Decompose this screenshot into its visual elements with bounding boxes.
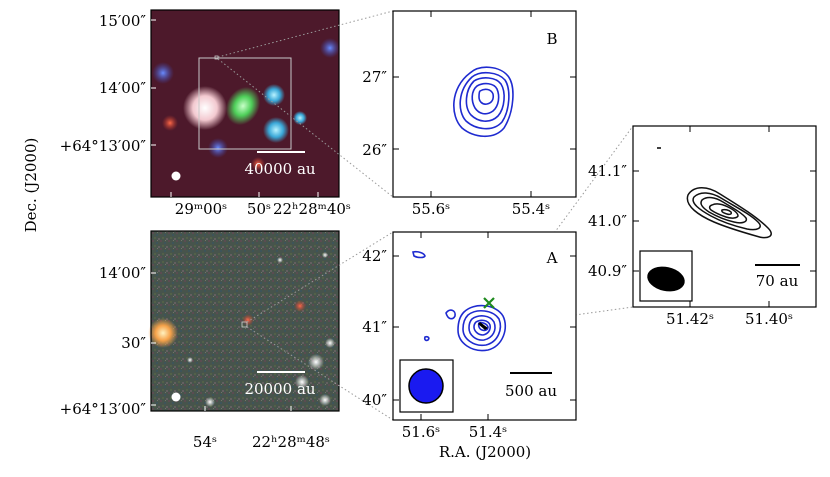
b-ra-tick-2: 55.4ˢ (512, 200, 550, 218)
z-ra-tick-2: 51.40ˢ (745, 310, 793, 328)
top-left-panel: 40000 au 15′00″ 14′00″ +64°13′00″ 29ᵐ00ˢ… (60, 9, 351, 218)
bl-dec-tick-1: 14′00″ (99, 264, 147, 282)
a-dec-tick-1: 42″ (362, 247, 387, 265)
tl-ra-tick-3: 22ʰ28ᵐ40ˢ (273, 200, 351, 218)
panel-b: B 27″ 26″ 55.6ˢ 55.4ˢ (362, 10, 577, 218)
b-ra-tick-1: 55.6ˢ (412, 200, 450, 218)
bl-ra-tick-2: 22ʰ28ᵐ48ˢ (252, 433, 330, 451)
a-dec-tick-2: 41″ (362, 318, 387, 336)
zoom-contours (686, 187, 772, 239)
panel-b-label: B (546, 30, 557, 48)
beam-icon-a (408, 368, 444, 404)
tl-dec-tick-1: 15′00″ (99, 12, 147, 30)
a-ra-tick-2: 51.4ˢ (469, 423, 507, 441)
z-dec-tick-3: 40.9″ (588, 262, 627, 280)
z-dec-tick-2: 41.0″ (588, 212, 627, 230)
y-axis-label: Dec. (J2000) (22, 138, 40, 233)
b-dec-tick-1: 27″ (362, 68, 387, 86)
beam-icon-zoom (647, 266, 685, 292)
tl-dec-tick-3: +64°13′00″ (60, 137, 147, 155)
bl-dec-tick-2: 30″ (121, 334, 146, 352)
bl-dec-tick-3: +64°13′00″ (60, 400, 147, 418)
a-ra-tick-1: 51.6ˢ (402, 423, 440, 441)
top-left-scalebar-label: 40000 au (244, 160, 315, 178)
zoom-panel: 70 au 41.1″ 41.0″ 40.9″ 51.42ˢ 51.40ˢ (588, 125, 817, 328)
z-ra-tick-1: 51.42ˢ (666, 310, 714, 328)
tl-dec-tick-2: 14′00″ (99, 79, 147, 97)
z-dec-tick-1: 41.1″ (588, 162, 627, 180)
bl-ra-tick-1: 54ˢ (193, 433, 217, 451)
tl-ra-tick-2: 50ˢ (247, 200, 271, 218)
b-dec-tick-2: 26″ (362, 141, 387, 159)
tl-ra-tick-1: 29ᵐ00ˢ (175, 200, 227, 218)
x-axis-label: R.A. (J2000) (439, 443, 531, 461)
panel-b-contours (453, 66, 514, 138)
panel-a: A 500 au 42″ 41″ 40″ 51.6ˢ 51.4ˢ (362, 231, 577, 441)
panel-a-scalebar-label: 500 au (505, 382, 557, 400)
bottom-left-panel: 20000 au 14′00″ 30″ +64°13′00″ 54ˢ 22ʰ28… (60, 230, 340, 451)
bottom-left-scalebar-label: 20000 au (244, 380, 315, 398)
marker-x-icon (483, 297, 495, 309)
zoom-scalebar-label: 70 au (756, 272, 799, 290)
panel-a-label: A (546, 249, 558, 267)
a-dec-tick-3: 40″ (362, 391, 387, 409)
